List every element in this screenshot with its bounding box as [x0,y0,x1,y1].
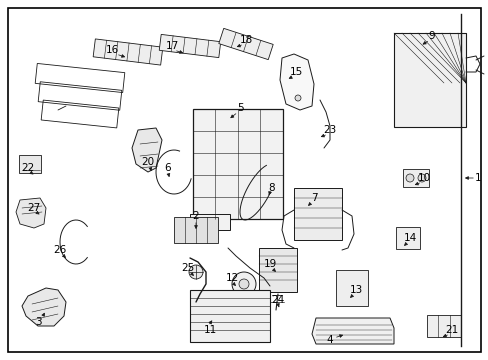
Bar [193,109,283,219]
Bar [190,214,229,230]
Bar [402,169,428,187]
Text: 20: 20 [141,157,154,167]
Text: 7: 7 [310,193,317,203]
Text: 9: 9 [428,31,434,41]
Text: 19: 19 [263,259,276,269]
Text: 18: 18 [239,35,252,45]
Bar [174,217,218,243]
Polygon shape [22,288,66,326]
Text: 24: 24 [271,295,284,305]
Text: 5: 5 [236,103,243,113]
Bar [426,315,460,337]
Text: 10: 10 [417,173,429,183]
Text: 3: 3 [35,317,41,327]
Text: 27: 27 [27,203,41,213]
Text: 13: 13 [348,285,362,295]
Bar [38,82,122,110]
Text: 16: 16 [105,45,119,55]
Text: 1: 1 [474,173,480,183]
Text: 4: 4 [326,335,333,345]
Circle shape [405,174,413,182]
Text: 17: 17 [165,41,178,51]
Bar [93,39,163,65]
Text: 23: 23 [323,125,336,135]
Bar [19,155,41,173]
Polygon shape [132,128,162,172]
Circle shape [231,272,256,296]
Text: 25: 25 [181,263,194,273]
Bar [293,188,341,240]
Text: 12: 12 [225,273,238,283]
Text: 22: 22 [21,163,35,173]
Text: 6: 6 [164,163,171,173]
Circle shape [294,95,301,101]
Bar [35,63,124,93]
Circle shape [417,174,425,182]
Circle shape [239,279,248,289]
Text: 14: 14 [403,233,416,243]
Text: 11: 11 [203,325,216,335]
Text: 8: 8 [268,183,275,193]
Bar [41,100,119,128]
Polygon shape [280,54,313,110]
Bar [159,35,220,58]
Polygon shape [16,198,46,228]
Bar [190,290,269,342]
Bar [335,270,367,306]
Bar [259,248,296,292]
Bar [395,227,419,249]
Text: 21: 21 [445,325,458,335]
Text: 15: 15 [289,67,302,77]
Polygon shape [311,318,393,344]
Text: 26: 26 [53,245,66,255]
Text: 2: 2 [192,211,199,221]
Bar [218,28,273,60]
Circle shape [189,265,203,279]
Bar [393,33,465,127]
